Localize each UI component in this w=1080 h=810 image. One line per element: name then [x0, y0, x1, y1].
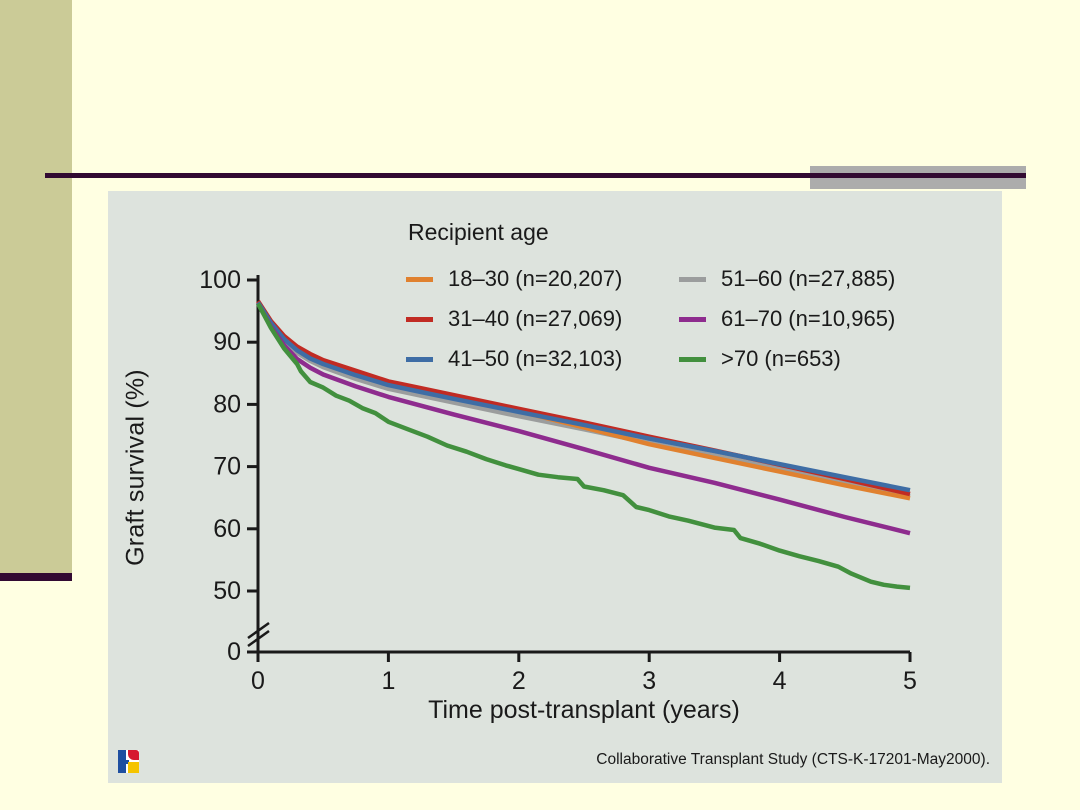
legend-label: 18–30 (n=20,207)	[448, 266, 623, 291]
source-citation: Collaborative Transplant Study (CTS-K-17…	[596, 751, 990, 768]
legend-item: 61–70 (n=10,965)	[679, 299, 895, 339]
logo-yellow-shape	[128, 762, 139, 773]
legend-column-1: 18–30 (n=20,207) 31–40 (n=27,069) 41–50 (n…	[406, 259, 679, 379]
legend-label: 51–60 (n=27,885)	[721, 266, 896, 291]
survival-curve	[256, 301, 911, 493]
header-rule-line	[45, 173, 1026, 178]
logo-red-shape	[128, 750, 139, 760]
x-tick-label: 1	[381, 667, 395, 695]
x-tick-label: 2	[512, 667, 526, 695]
y-tick-label: 0	[227, 638, 241, 666]
legend-column-2: 51–60 (n=27,885) 61–70 (n=10,965) >70 (n=6…	[679, 259, 895, 379]
survival-curve	[256, 302, 911, 591]
logo-blue-shape	[126, 760, 129, 764]
legend-columns: 18–30 (n=20,207) 31–40 (n=27,069) 41–50 (n…	[406, 259, 895, 379]
graft-survival-chart: 50 60 70 80 90 100 00 1 2 3 4 5	[199, 266, 917, 695]
legend-swatch	[406, 356, 433, 362]
sidebar-accent-underline	[0, 573, 72, 581]
legend-swatch	[406, 316, 433, 322]
x-tick-label: 0	[251, 667, 265, 695]
y-tick-label: 60	[213, 515, 241, 543]
y-tick-label: 90	[213, 328, 241, 356]
legend-swatch	[406, 276, 433, 282]
logo-blue-shape	[118, 750, 126, 773]
legend-label: 31–40 (n=27,069)	[448, 306, 623, 331]
chart-legend: Recipient age 18–30 (n=20,207) 31–40 (n=2…	[406, 219, 895, 379]
cts-logo-icon	[118, 750, 139, 773]
x-axis-title: Time post-transplant (years)	[428, 696, 740, 724]
legend-swatch	[679, 356, 706, 362]
y-axis-break-mark	[247, 621, 270, 640]
legend-item: 18–30 (n=20,207)	[406, 259, 679, 299]
chart-panel: 50 60 70 80 90 100 0 0 1 2 3 4 5 Graft survival (%) …	[108, 191, 1002, 783]
y-axis-title: Graft survival (%)	[121, 369, 150, 566]
legend-label: 61–70 (n=10,965)	[721, 306, 896, 331]
survival-curve	[256, 302, 911, 536]
legend-swatch	[679, 276, 706, 282]
legend-item: >70 (n=653)	[679, 339, 895, 379]
legend-title: Recipient age	[408, 219, 549, 245]
legend-label: 41–50 (n=32,103)	[448, 346, 623, 371]
legend-item: 31–40 (n=27,069)	[406, 299, 679, 339]
sidebar-accent-band	[0, 0, 72, 573]
x-tick-label: 4	[773, 667, 787, 695]
x-tick-label: 3	[642, 667, 656, 695]
y-tick-label: 50	[213, 577, 241, 605]
y-tick-label: 100	[199, 266, 241, 294]
y-tick-label: 80	[213, 390, 241, 418]
y-tick-label: 70	[213, 453, 241, 481]
legend-swatch	[679, 316, 706, 322]
y-axis-break-mark	[247, 629, 270, 648]
legend-label: >70 (n=653)	[721, 346, 841, 371]
x-tick-label: 5	[903, 667, 917, 695]
legend-item: 51–60 (n=27,885)	[679, 259, 895, 299]
legend-item: 41–50 (n=32,103)	[406, 339, 679, 379]
